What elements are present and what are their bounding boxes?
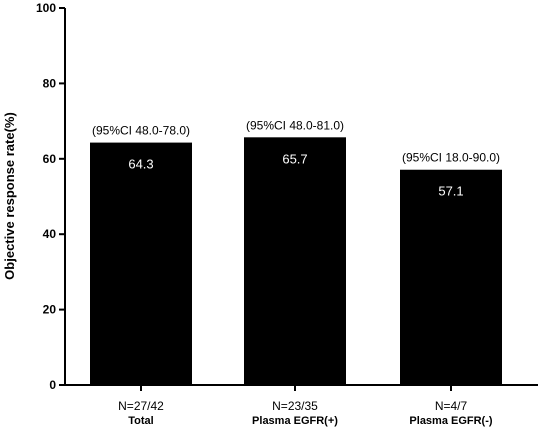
bar	[90, 142, 192, 385]
y-tick-label: 60	[43, 152, 57, 166]
x-category-name-label: Total	[128, 415, 153, 427]
bar-labels: 64.3 (95%CI 48.0-78.0) 65.7 (95%CI 48.0-81.…	[92, 118, 500, 198]
y-tick-label: 100	[36, 1, 56, 15]
x-category-n-label: N=4/7	[435, 399, 468, 413]
x-category-name-label: Plasma EGFR(-)	[409, 415, 492, 427]
x-category-n-label: N=23/35	[272, 399, 318, 413]
y-tick-label: 0	[49, 378, 56, 392]
x-category-n-label: N=27/42	[118, 399, 164, 413]
ci-label: (95%CI 48.0-78.0)	[92, 124, 190, 138]
ci-label: (95%CI 18.0-90.0)	[402, 151, 500, 165]
x-axis-labels: N=27/42 Total N=23/35 Plasma EGFR(+) N=4/7 Pl…	[118, 385, 493, 427]
y-axis-label: Objective response rate(%)	[2, 112, 17, 280]
bar	[244, 137, 346, 385]
y-tick-label: 40	[43, 227, 57, 241]
data-label: 65.7	[282, 151, 307, 166]
y-tick-label: 80	[43, 76, 57, 90]
bar	[400, 169, 502, 385]
data-label: 64.3	[128, 157, 153, 172]
x-category-name-label: Plasma EGFR(+)	[252, 415, 338, 427]
y-axis-ticks: 0 20 40 60 80 100	[36, 1, 65, 392]
y-tick-label: 20	[43, 303, 57, 317]
bars	[90, 137, 502, 385]
data-label: 57.1	[438, 184, 463, 199]
ci-label: (95%CI 48.0-81.0)	[246, 118, 344, 132]
